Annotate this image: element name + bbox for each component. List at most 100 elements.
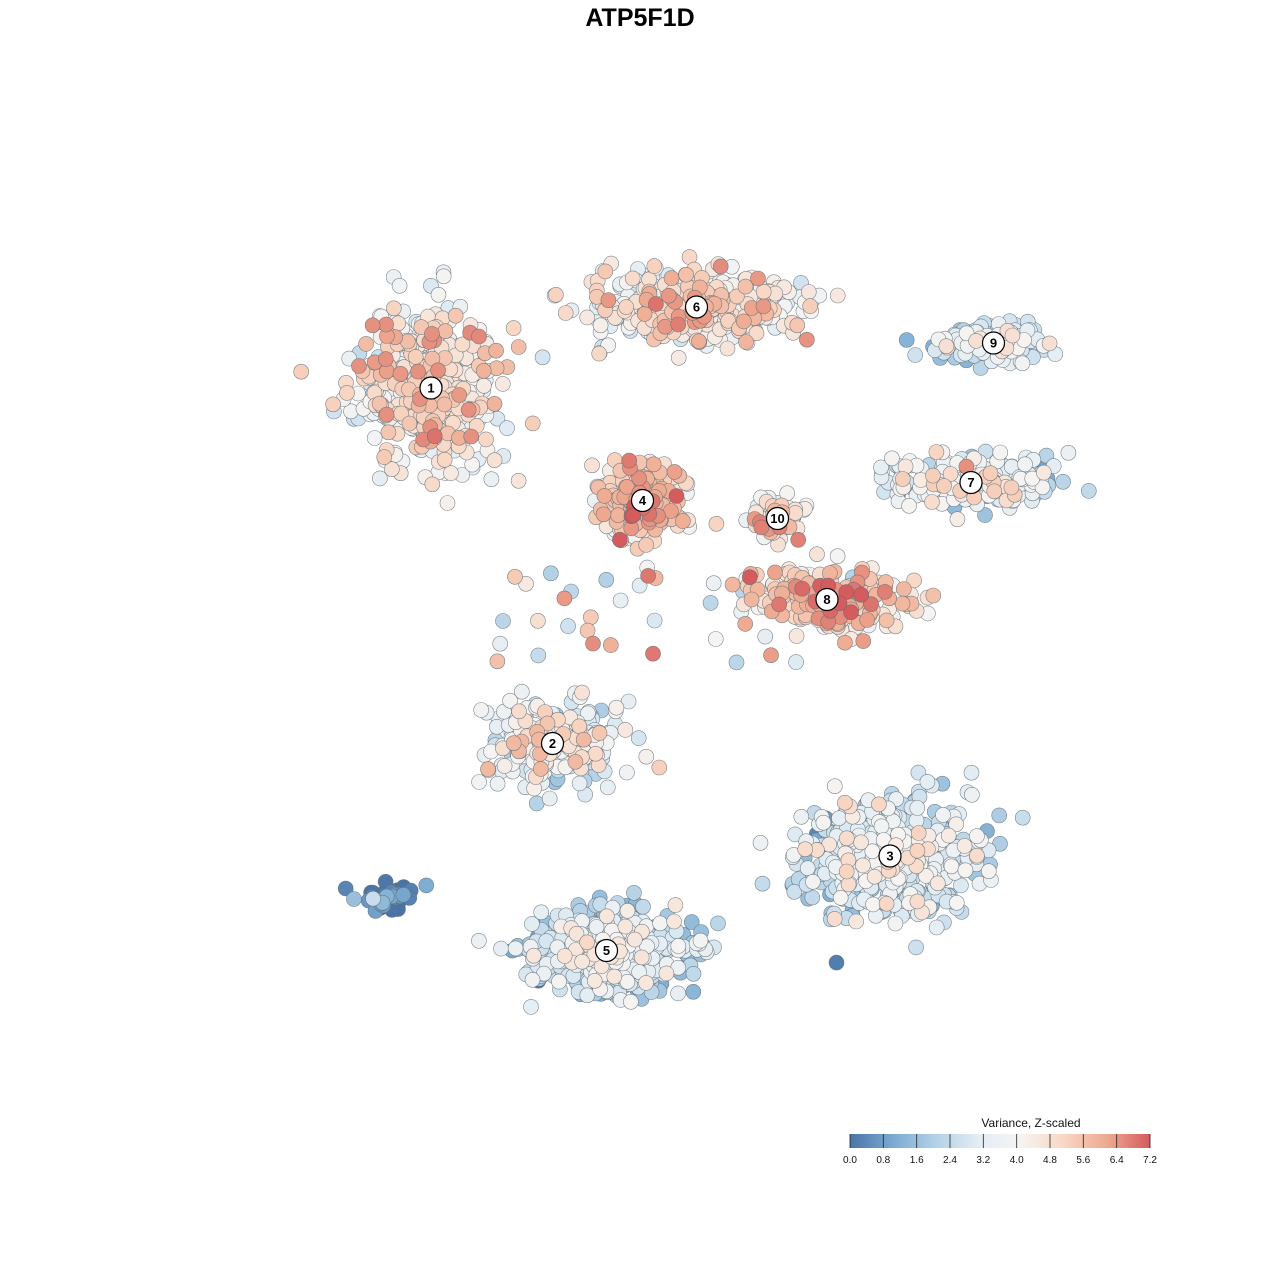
data-point [724,576,741,593]
data-point [376,449,393,465]
data-point [887,915,904,932]
data-point [873,818,890,835]
data-point [476,377,492,394]
data-point [532,761,549,777]
data-point [571,775,588,792]
data-point [617,918,634,935]
data-point [524,916,540,932]
data-point [837,794,853,811]
data-point [720,312,737,329]
data-point [953,877,969,894]
data-point [507,940,524,957]
data-point [658,965,675,982]
data-point [707,631,724,647]
data-point [447,307,464,324]
data-point [591,725,608,741]
data-point [800,284,817,300]
cluster-label-text: 5 [603,943,610,958]
data-point [670,349,687,366]
legend-tick-label: 0.0 [843,1155,857,1166]
data-point [855,857,871,874]
data-point [738,334,754,350]
data-point [646,258,663,274]
data-point [907,347,924,363]
data-point [982,465,999,482]
data-point [1081,483,1097,499]
data-point [948,816,965,833]
cluster-label-9: 9 [981,331,1006,355]
cluster-label-text: 9 [990,336,997,351]
data-point [424,476,441,493]
data-point [392,365,409,382]
data-point [495,613,511,629]
data-point [648,296,664,312]
legend-tick-label: 5.6 [1076,1155,1090,1166]
data-point [426,428,443,445]
data-point [1060,444,1077,461]
data-point [430,362,446,379]
data-point [708,515,725,532]
data-point [556,948,573,964]
data-point [595,506,612,523]
data-point [511,703,527,720]
data-point [743,591,760,608]
data-point [579,987,596,1004]
data-point [358,336,374,352]
data-point [486,395,503,412]
data-point [840,876,857,893]
data-point [963,764,980,781]
data-point [365,890,381,907]
data-point [685,983,702,1000]
data-point [635,898,651,915]
data-point [366,430,383,446]
data-point [1036,464,1052,481]
data-point [788,654,804,670]
data-point [339,385,355,401]
data-point [657,318,674,335]
data-point [789,317,806,334]
data-point [670,316,687,333]
data-point [767,564,783,581]
data-point [906,572,922,589]
data-point [936,478,952,494]
data-point [757,628,774,645]
data-point [494,376,511,392]
data-point [372,470,388,487]
data-point [567,753,584,770]
cluster-label-text: 6 [693,300,700,315]
data-point [1014,355,1031,372]
legend-tick-label: 3.2 [976,1155,990,1166]
data-point [439,495,456,511]
data-point [623,993,639,1010]
data-point [670,985,686,1002]
data-point [809,546,825,563]
data-point [530,612,546,629]
data-point [1004,327,1021,344]
cluster-label-6: 6 [684,295,709,319]
data-point [894,595,911,612]
data-point [586,972,603,989]
data-point [788,628,805,644]
data-point [790,531,807,548]
data-point [351,358,367,374]
data-point [346,891,362,907]
data-point [832,889,849,906]
data-point [873,459,889,476]
data-point [942,466,959,482]
data-point [533,904,550,921]
data-point [488,360,505,377]
data-point [675,513,691,529]
cluster-label-text: 3 [886,849,893,864]
data-point [530,647,547,664]
data-point [666,913,682,930]
data-point [580,705,596,722]
cluster-label-8: 8 [815,587,839,612]
data-point [383,461,400,478]
data-point [619,902,636,919]
data-point [969,828,985,844]
data-point [385,300,402,317]
cluster-label-text: 10 [770,511,784,526]
data-point [799,860,816,877]
data-point [992,444,1009,461]
legend-title: Variance, Z-scaled [981,1116,1080,1130]
